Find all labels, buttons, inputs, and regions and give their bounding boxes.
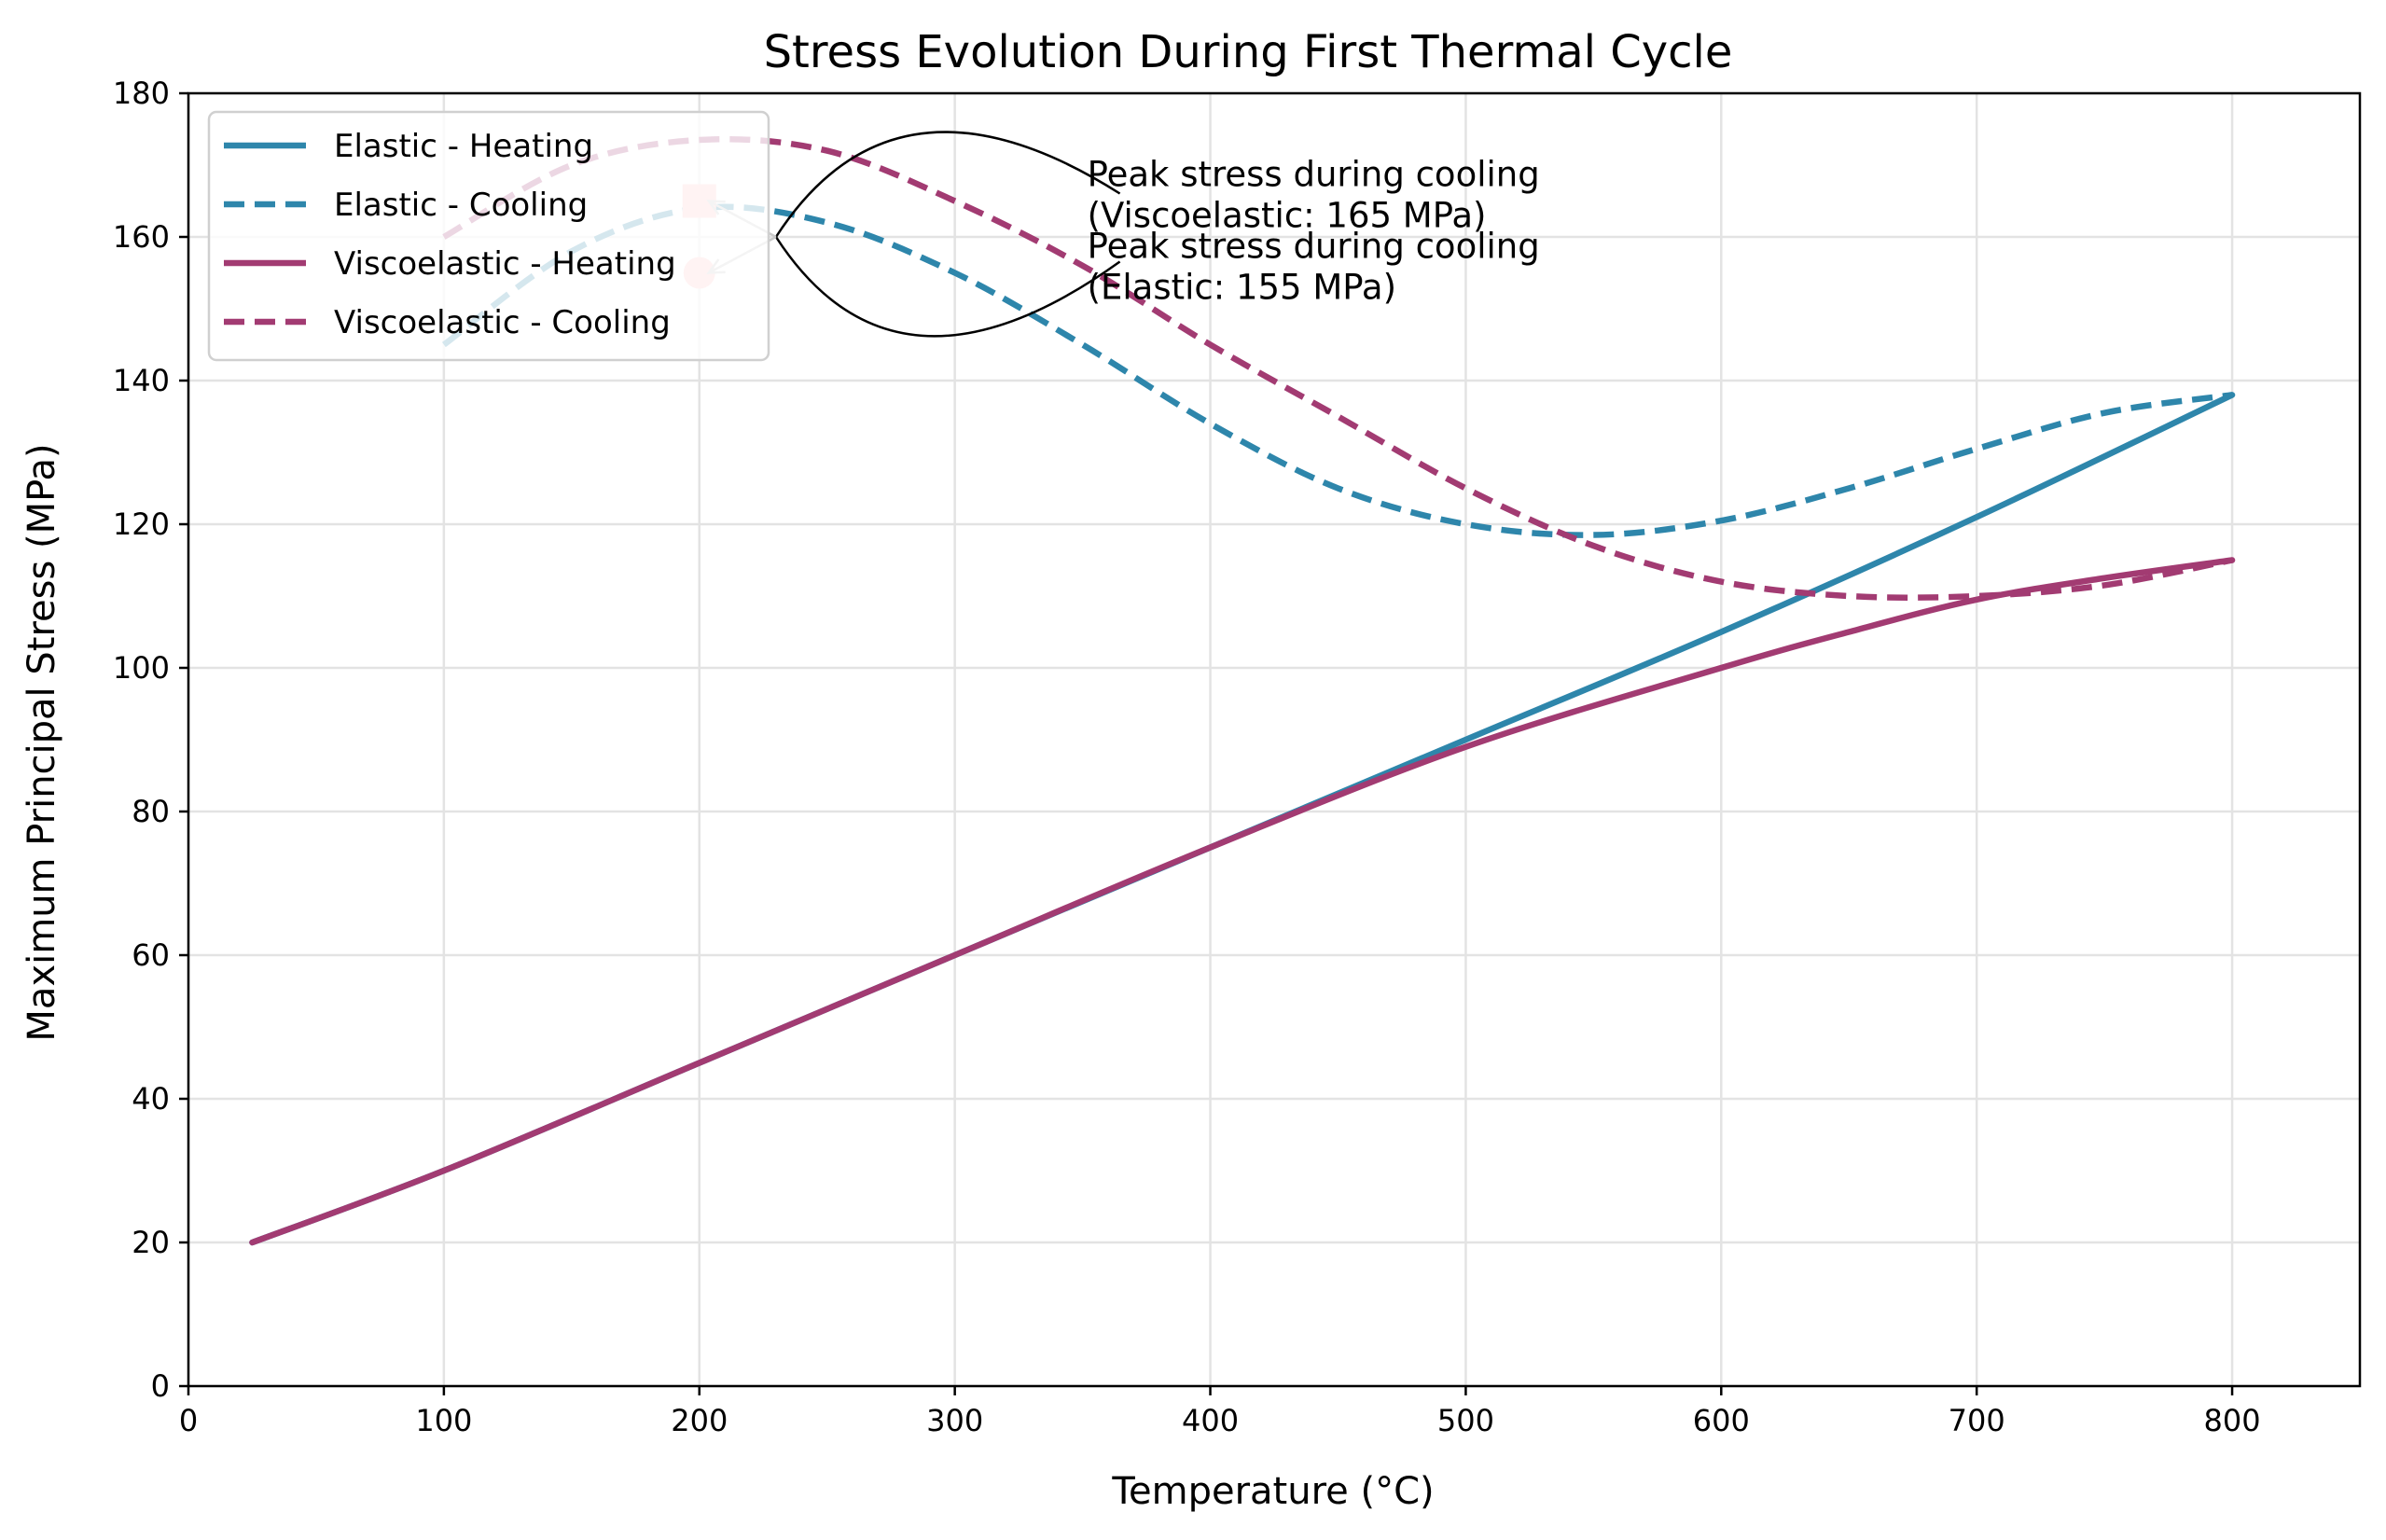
x-tick-label: 500	[1437, 1403, 1494, 1438]
legend: Elastic - Heating Elastic - Cooling Viscoe…	[207, 110, 770, 362]
axes: 0 100 200 300 400 500 600 700 800 0 20 40 60 80 100 120…	[113, 76, 2362, 1438]
y-tick-label: 0	[151, 1368, 170, 1404]
legend-label: Elastic - Heating	[334, 128, 593, 165]
y-tick-label: 80	[132, 794, 170, 829]
annotation-arrow-curve	[774, 131, 1121, 238]
x-tick-label: 100	[415, 1403, 472, 1438]
legend-label: Viscoelastic - Heating	[334, 245, 676, 283]
legend-label: Viscoelastic - Cooling	[334, 304, 671, 341]
annotation-text: Peak stress during cooling	[1088, 155, 1540, 195]
annotation-text: (Viscoelastic: 165 MPa)	[1088, 196, 1487, 236]
x-tick-label: 700	[1949, 1403, 2005, 1438]
plot-frame	[187, 91, 2362, 1388]
annotation-arrow-curve	[774, 236, 1121, 338]
legend-label: Elastic - Cooling	[334, 187, 588, 224]
legend-box	[207, 110, 770, 362]
annotation-text: Peak stress during cooling	[1088, 227, 1540, 267]
annotation-text: (Elastic: 155 MPa)	[1088, 268, 1396, 308]
x-tick-label: 0	[179, 1403, 198, 1438]
y-tick-label: 180	[113, 76, 170, 111]
x-tick-label: 200	[671, 1403, 728, 1438]
chart-title: Stress Evolution During First Thermal Cy…	[764, 26, 1733, 78]
y-tick-label: 160	[113, 219, 170, 255]
y-tick-label: 20	[132, 1225, 170, 1260]
y-tick-label: 140	[113, 363, 170, 398]
x-tick-label: 600	[1693, 1403, 1750, 1438]
series-line-viscoelastic-heating	[249, 557, 2236, 1246]
x-tick-label: 300	[926, 1403, 983, 1438]
y-tick-label: 40	[132, 1081, 170, 1117]
x-axis-title: Temperature (°C)	[1111, 1470, 1434, 1513]
x-tick-label: 800	[2204, 1403, 2261, 1438]
y-tick-label: 100	[113, 650, 170, 686]
x-tick-label: 400	[1182, 1403, 1239, 1438]
y-tick-label: 120	[113, 506, 170, 542]
y-axis-title: Maximum Principal Stress (MPa)	[21, 443, 63, 1041]
annotations: Peak stress during cooling(Viscoelastic:…	[706, 131, 1540, 338]
y-tick-label: 60	[132, 937, 170, 973]
